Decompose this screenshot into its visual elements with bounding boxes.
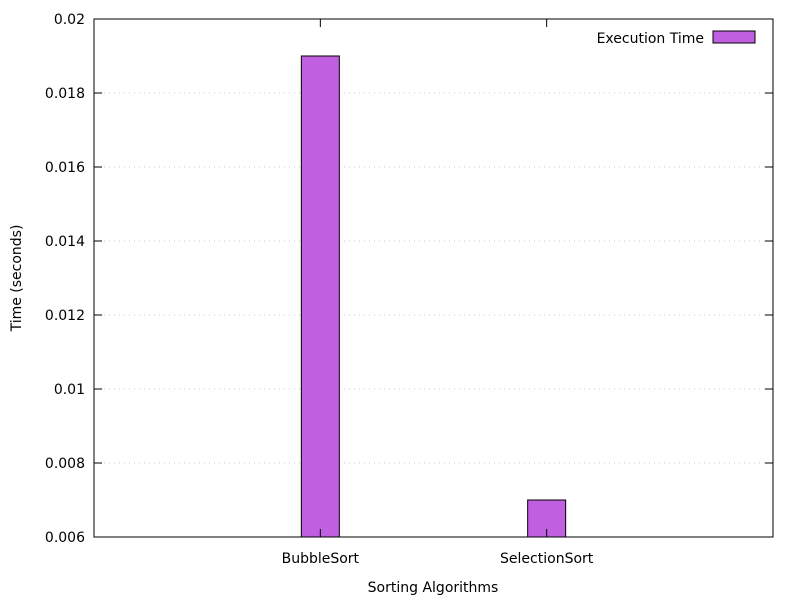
y-axis-label: Time (seconds) <box>9 225 25 333</box>
y-tick-label: 0.01 <box>54 382 85 398</box>
y-tick-label: 0.02 <box>54 12 85 28</box>
y-tick-label: 0.008 <box>45 456 85 472</box>
y-tick-label: 0.014 <box>45 234 85 250</box>
legend: Execution Time <box>597 30 756 47</box>
legend-label-execution-time: Execution Time <box>597 31 704 47</box>
x-tick-label: BubbleSort <box>282 551 360 567</box>
y-tick-label: 0.006 <box>45 530 85 546</box>
y-tick-label: 0.016 <box>45 160 85 176</box>
y-tick-label: 0.012 <box>45 308 85 324</box>
x-axis-ticks: BubbleSort SelectionSort <box>282 19 594 567</box>
y-axis-ticks: 0.006 0.008 0.01 0.012 0.014 0.016 0.018 0.02 <box>45 12 773 546</box>
bars <box>300 55 567 538</box>
legend-swatch-execution-time <box>712 30 756 44</box>
bar-bubblesort <box>300 55 340 538</box>
x-axis-label: Sorting Algorithms <box>368 580 499 596</box>
y-tick-label: 0.018 <box>45 86 85 102</box>
grid-lines <box>94 92 773 464</box>
x-tick-label: SelectionSort <box>500 551 594 567</box>
plot-frame <box>93 18 774 538</box>
